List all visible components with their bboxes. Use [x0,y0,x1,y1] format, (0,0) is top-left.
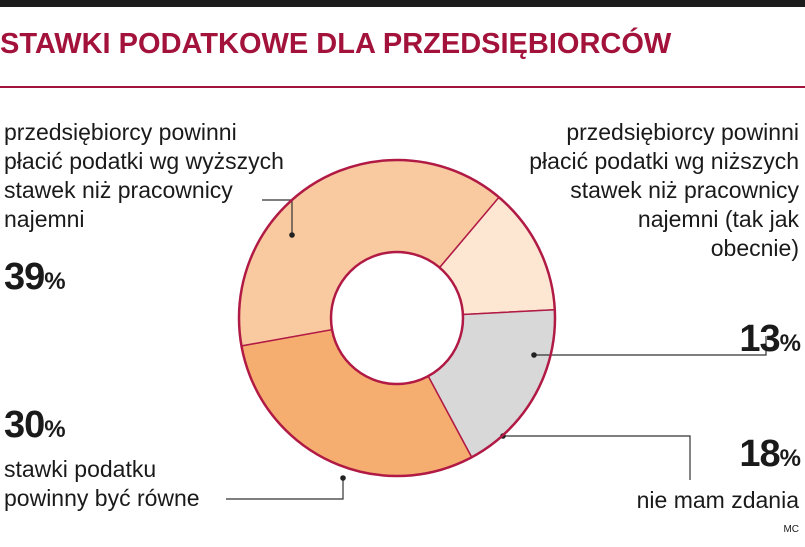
value-unit: % [779,330,801,357]
label-line: stawki podatku [4,456,157,482]
slice-label-equal-rates: stawki podatku powinny być równe [4,455,200,513]
title-rule [0,86,805,88]
label-line: przedsiębiorcy powinni [566,119,799,145]
slice-label-no-opinion: nie mam zdania [637,486,799,515]
value-unit: % [44,416,66,443]
leader-line-equal-rates [226,478,344,500]
leader-dot [289,232,295,238]
label-line: stawek niż pracownicy [570,177,799,203]
leader-line-no-opinion [503,435,691,480]
value-number: 13 [739,318,780,360]
slice-label-lower-rates: przedsiębiorcy powinni płacić podatki wg… [529,118,799,263]
chart-title: STAWKI PODATKOWE DLA PRZEDSIĘBIORCÓW [0,28,672,60]
label-line: powinny być równe [4,485,200,511]
value-unit: % [44,268,66,295]
label-line: nie mam zdania [636,487,799,513]
leader-dot [531,352,537,358]
slice-value-equal-rates: 30% [4,404,66,447]
slice-value-lower-rates: 13% [739,318,801,361]
leader-dot [340,475,346,481]
leader-line-lower-rates [534,336,767,356]
slice-value-higher-rates: 39% [4,256,66,299]
value-number: 18 [739,433,780,475]
donut-outer-outline [237,158,557,478]
label-line: najemni [4,206,85,232]
value-number: 30 [4,404,45,446]
value-number: 39 [4,256,45,298]
value-unit: % [779,445,801,472]
label-line: stawek niż pracownicy [4,177,233,203]
label-line: przedsiębiorcy powinni [4,119,237,145]
donut-hole [329,250,465,386]
author-credit: MC [783,524,799,535]
label-line: najemni (tak jak [637,206,799,232]
slice-value-no-opinion: 18% [739,433,801,476]
label-line: płacić podatki wg wyższych [4,148,284,174]
label-line: obecnie) [710,235,799,261]
slice-label-higher-rates: przedsiębiorcy powinni płacić podatki wg… [4,118,284,234]
label-line: płacić podatki wg niższych [529,148,799,174]
top-bar [0,0,805,7]
